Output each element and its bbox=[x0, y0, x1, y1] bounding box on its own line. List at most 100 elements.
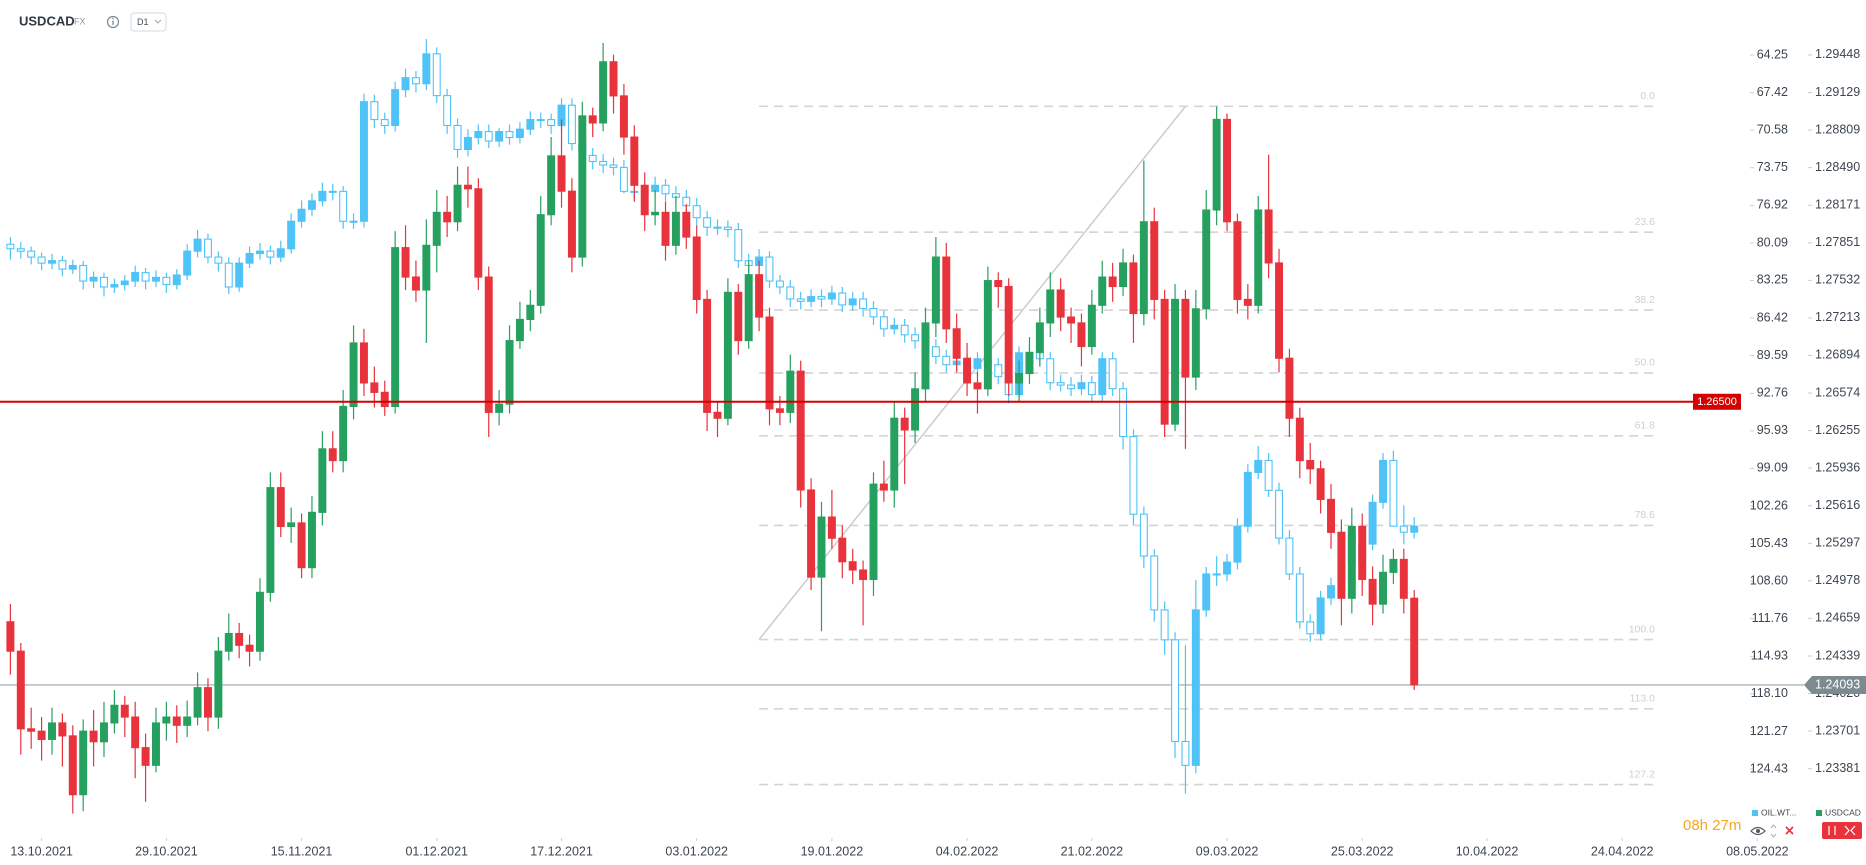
y-tick-label: 1.23701 bbox=[1815, 723, 1860, 737]
candle-body bbox=[120, 704, 129, 718]
y2-tick-label: 99.09 bbox=[1757, 461, 1788, 475]
candle-body bbox=[443, 95, 452, 127]
candle-body bbox=[1067, 384, 1076, 390]
candle-body bbox=[48, 260, 56, 264]
y2-tick-label: 102.26 bbox=[1750, 498, 1788, 512]
candle-body bbox=[297, 208, 306, 222]
candle-body bbox=[994, 280, 1003, 288]
candle-body bbox=[588, 154, 597, 163]
candle-body bbox=[339, 405, 348, 462]
x-tick-label: 03.01.2022 bbox=[665, 844, 728, 858]
candle-body bbox=[765, 256, 774, 282]
y2-tick-label: 95.93 bbox=[1757, 423, 1788, 437]
x-tick-label: 04.02.2022 bbox=[936, 844, 999, 858]
candle-body bbox=[1015, 372, 1024, 384]
candle-body bbox=[661, 211, 670, 246]
usdcad-controls[interactable] bbox=[1822, 822, 1862, 839]
candle-body bbox=[713, 411, 722, 419]
candle-body bbox=[1108, 276, 1117, 288]
overlay-layer: 0.0 23.6 38.2 50.0 61.8 78.6 100.0 113.0 127.2 bbox=[0, 90, 1804, 786]
y-tick-label: 1.25616 bbox=[1815, 498, 1860, 512]
candle-body bbox=[1316, 468, 1325, 500]
fib-level-label: 50.0 bbox=[1635, 357, 1656, 369]
y2-tick-label: 80.09 bbox=[1757, 235, 1788, 249]
candle-body bbox=[1171, 298, 1180, 425]
candle-body bbox=[734, 291, 743, 342]
candle-body bbox=[287, 522, 296, 528]
candle-body bbox=[578, 115, 587, 258]
y2-tick-label: 118.10 bbox=[1751, 686, 1788, 700]
info-icon[interactable] bbox=[106, 15, 120, 29]
candle-body bbox=[1410, 525, 1419, 533]
candle-body bbox=[1139, 513, 1148, 557]
y-tick-label: 1.26894 bbox=[1815, 348, 1860, 362]
candle-body bbox=[307, 200, 316, 210]
candle-body bbox=[6, 243, 15, 250]
candle-body bbox=[931, 346, 940, 357]
candle-body bbox=[838, 292, 847, 306]
dropdown-arrow bbox=[154, 19, 162, 24]
market: FX bbox=[74, 16, 86, 26]
candle-body bbox=[890, 417, 899, 491]
candle-body bbox=[775, 408, 784, 413]
y2-tick-label: 83.25 bbox=[1757, 273, 1788, 287]
candle-body bbox=[100, 276, 108, 288]
candle-body bbox=[224, 632, 233, 652]
candle-body bbox=[401, 247, 410, 278]
y-tick-label: 1.28809 bbox=[1815, 122, 1860, 136]
candle-body bbox=[162, 276, 171, 286]
candle-body bbox=[151, 722, 160, 766]
candle-body bbox=[619, 95, 628, 138]
candle-body bbox=[484, 131, 493, 142]
y2-tick-label: 111.76 bbox=[1752, 611, 1788, 625]
y-tick-label: 1.29129 bbox=[1815, 85, 1860, 99]
candle-body bbox=[1368, 578, 1377, 605]
candle-body bbox=[973, 382, 982, 390]
candle-body bbox=[1243, 471, 1252, 527]
price-level-box[interactable] bbox=[1693, 393, 1741, 410]
candle-body bbox=[58, 722, 67, 737]
legend-label[interactable]: OIL.WT... bbox=[1761, 807, 1796, 817]
x-tick-label: 15.11.2021 bbox=[271, 844, 333, 858]
candle-body bbox=[817, 516, 826, 578]
fib-level-label: 0.0 bbox=[1640, 90, 1655, 102]
candle-body bbox=[869, 308, 878, 318]
eye-icon[interactable] bbox=[1750, 826, 1766, 836]
candle-body bbox=[1181, 740, 1190, 766]
candle-body bbox=[1160, 609, 1169, 641]
candle-body bbox=[463, 136, 472, 151]
legend-label[interactable]: USDCAD bbox=[1825, 807, 1861, 817]
candle-body bbox=[1306, 621, 1315, 635]
candle-body bbox=[588, 115, 597, 124]
candle-body bbox=[671, 211, 680, 246]
y2-tick-label: 76.92 bbox=[1757, 198, 1788, 212]
y-tick-label: 1.24339 bbox=[1815, 648, 1860, 662]
candle-body bbox=[432, 211, 441, 246]
candle-body bbox=[141, 747, 150, 766]
candle-body bbox=[318, 448, 327, 513]
candle-body bbox=[526, 119, 535, 130]
candle-body bbox=[952, 328, 961, 359]
candle-body bbox=[723, 291, 732, 419]
candle-body bbox=[1202, 573, 1211, 611]
candle-body bbox=[1254, 209, 1263, 306]
reorder-icon[interactable] bbox=[1770, 824, 1777, 838]
candle-body bbox=[401, 77, 410, 91]
candle-body bbox=[796, 370, 805, 491]
candle-body bbox=[1191, 609, 1200, 766]
candle-body bbox=[827, 516, 836, 539]
candle-body bbox=[1254, 459, 1263, 473]
interval-select[interactable] bbox=[130, 12, 167, 32]
candle-body bbox=[682, 211, 691, 238]
last-price-label: 1.24093 bbox=[1815, 678, 1860, 692]
y2-tick-label: 108.60 bbox=[1750, 574, 1788, 588]
candle-body bbox=[1368, 501, 1377, 545]
candle-body bbox=[1046, 289, 1055, 324]
symbol[interactable]: USDCAD bbox=[19, 13, 75, 28]
candle-body bbox=[1327, 498, 1336, 533]
candle-body bbox=[495, 131, 504, 142]
remove-icon[interactable] bbox=[1785, 826, 1794, 835]
usdcad-candles bbox=[6, 42, 1419, 814]
candle-body bbox=[276, 487, 285, 528]
